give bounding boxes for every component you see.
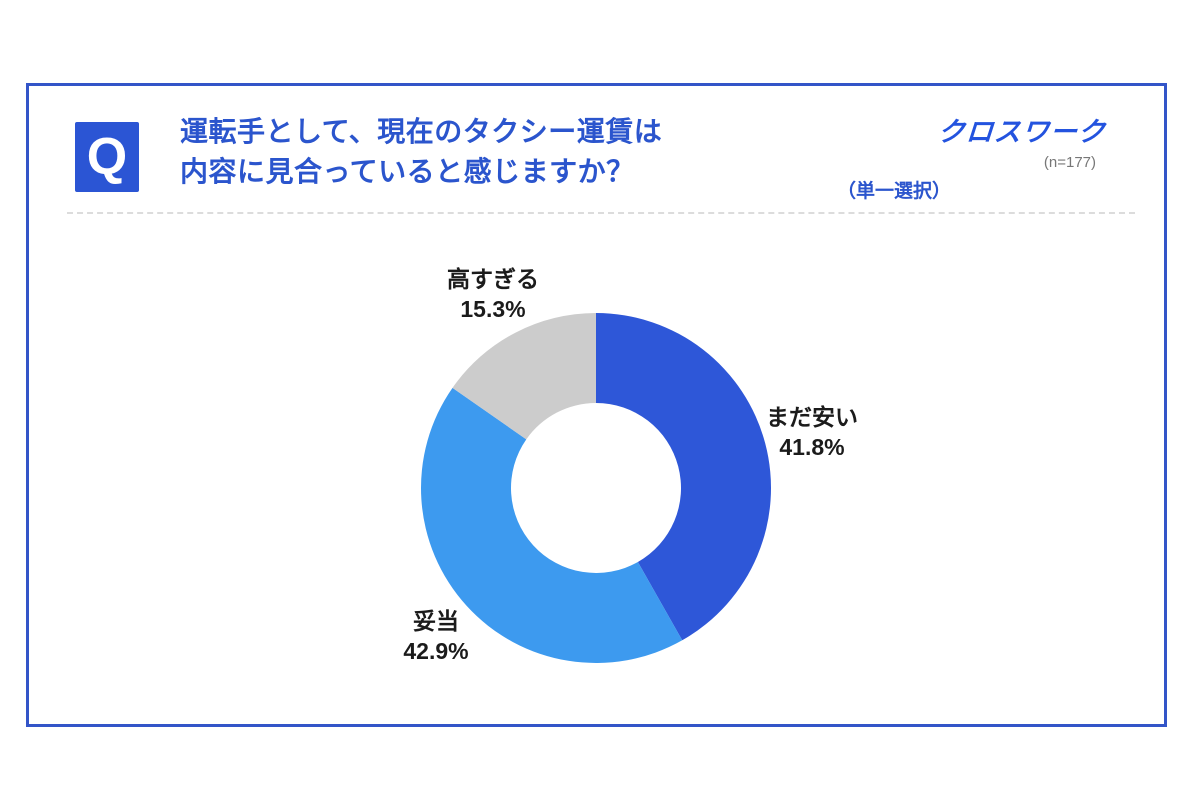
donut-segment-1 <box>420 387 683 663</box>
donut-segment-2 <box>452 313 596 440</box>
sample-size-note: (n=177) <box>1043 154 1096 171</box>
question-title-line1: 運転手として、現在のタクシー運賃は <box>180 116 663 147</box>
question-title: 運転手として、現在のタクシー運賃は 内容に見合っていると感じますか？ <box>180 112 662 192</box>
dashed-divider <box>67 212 1135 214</box>
question-badge: Q <box>75 122 139 192</box>
chart-label-percent: 15.3% <box>460 296 526 322</box>
chart-label-datou: 妥当 42.9% <box>403 606 468 666</box>
chart-label-mada-yasui: まだ安い 41.8% <box>766 402 858 462</box>
donut-chart <box>420 313 771 663</box>
question-title-line2: 内容に見合っていると感じますか？ <box>180 156 635 187</box>
donut-segment-0 <box>596 313 771 641</box>
chart-label-category: 高すぎる <box>447 266 539 292</box>
brand-logo: クロスワーク <box>936 117 1107 147</box>
chart-label-takasugiru: 高すぎる 15.3% <box>447 264 539 324</box>
chart-label-category: 妥当 <box>413 608 459 634</box>
chart-label-percent: 41.8% <box>779 434 845 460</box>
chart-label-percent: 42.9% <box>403 638 469 664</box>
chart-label-category: まだ安い <box>766 404 858 430</box>
selection-type-note: （単一選択） <box>837 181 952 202</box>
question-badge-letter: Q <box>86 128 128 186</box>
